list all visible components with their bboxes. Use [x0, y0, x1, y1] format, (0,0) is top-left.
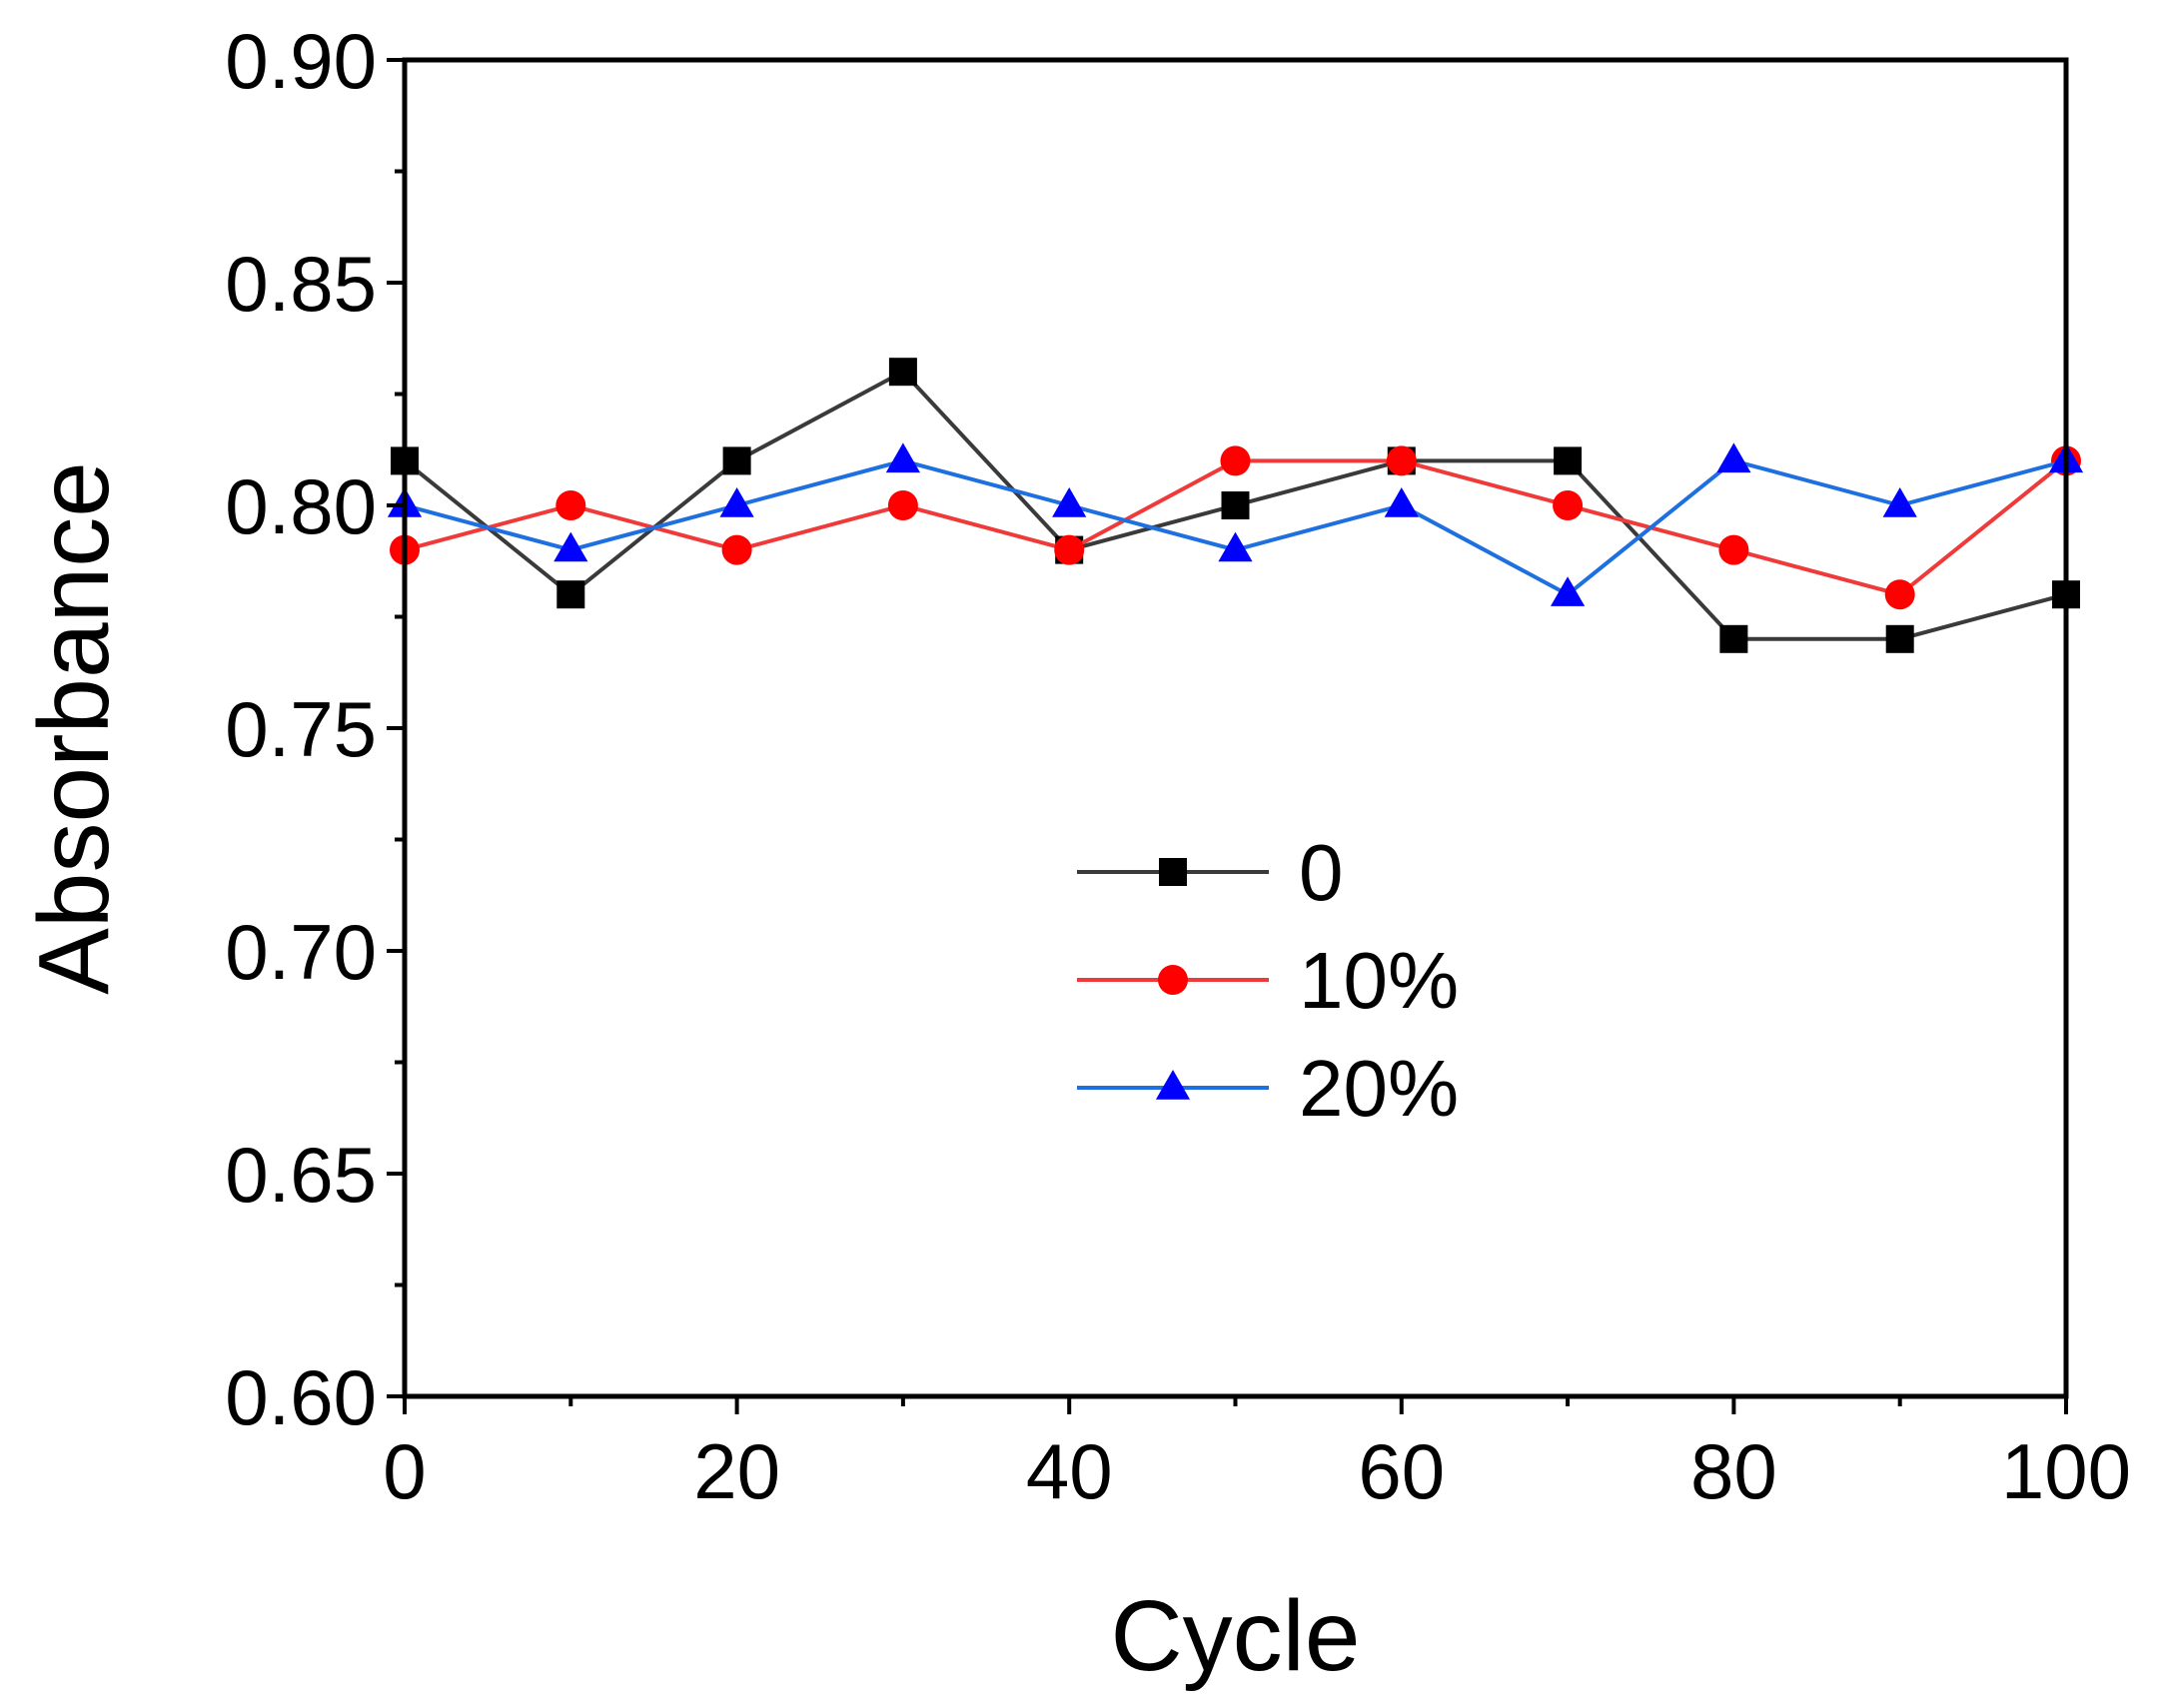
data-point-square [1159, 858, 1187, 886]
data-point-circle [887, 490, 918, 520]
y-tick-label: 0.85 [225, 240, 377, 328]
data-point-circle [1386, 445, 1417, 476]
x-tick-label: 0 [383, 1427, 426, 1515]
series-2 [387, 442, 2084, 606]
data-point-square [1885, 624, 1914, 653]
data-point-triangle [1155, 1070, 1191, 1100]
data-point-square [722, 446, 751, 475]
series-layer [387, 358, 2084, 653]
legend-label: 20% [1299, 1044, 1459, 1133]
y-tick-label: 0.80 [225, 462, 377, 550]
data-point-triangle [1882, 487, 1917, 517]
data-point-triangle [1551, 576, 1586, 606]
legend-item: 0 [1077, 828, 1344, 917]
ticks-layer: 0.60 0.65 0.70 0.75 0.80 0.85 0.90 0 20 40 60 80 100 [225, 17, 2131, 1515]
data-point-circle [721, 534, 752, 565]
y-tick-label: 0.70 [225, 908, 377, 996]
data-point-circle [1054, 534, 1085, 565]
x-tick-label: 60 [1358, 1427, 1445, 1515]
y-tick-label: 0.60 [225, 1353, 377, 1441]
data-point-square [888, 358, 917, 387]
x-axis-title: Cycle [1110, 1580, 1360, 1692]
data-point-square [1554, 446, 1583, 475]
data-point-circle [555, 490, 586, 520]
data-point-square [1719, 624, 1748, 653]
data-point-circle [1884, 579, 1915, 610]
data-point-triangle [719, 487, 754, 517]
data-point-triangle [1218, 531, 1253, 562]
x-tick-label: 40 [1026, 1427, 1113, 1515]
data-point-triangle [1052, 487, 1087, 517]
data-point-triangle [885, 442, 920, 473]
data-point-circle [1553, 490, 1584, 520]
legend-item: 10% [1077, 936, 1459, 1025]
x-tick-label: 100 [2001, 1427, 2131, 1515]
legend-item: 20% [1077, 1044, 1459, 1133]
data-point-triangle [553, 531, 588, 562]
y-tick-label: 0.65 [225, 1131, 377, 1219]
data-point-circle [1718, 534, 1749, 565]
data-point-triangle [1716, 442, 1751, 473]
y-tick-label: 0.90 [225, 17, 377, 105]
y-axis-title: Absorbance [18, 461, 130, 995]
data-point-circle [1220, 445, 1251, 476]
legend: 0 10% 20% [1077, 828, 1459, 1133]
y-tick-label: 0.75 [225, 685, 377, 773]
x-tick-label: 80 [1690, 1427, 1777, 1515]
legend-label: 10% [1299, 936, 1459, 1025]
data-point-triangle [1384, 487, 1419, 517]
data-point-square [1221, 491, 1250, 519]
data-point-circle [1158, 965, 1188, 995]
legend-label: 0 [1299, 828, 1344, 917]
x-tick-label: 20 [693, 1427, 780, 1515]
data-point-square [556, 580, 585, 609]
